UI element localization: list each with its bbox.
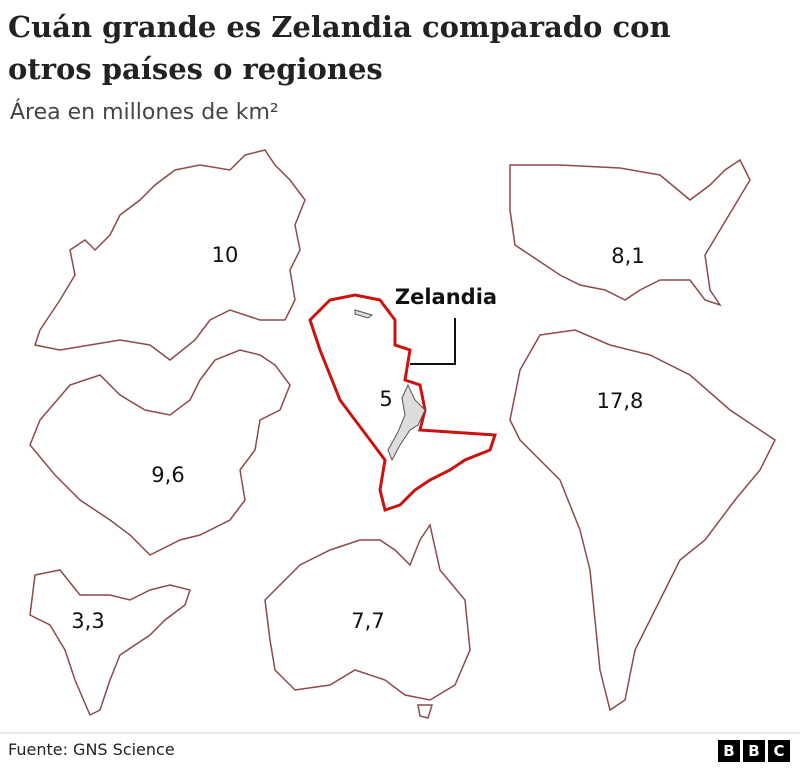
logo-letter: B [743, 740, 765, 762]
australia [264, 523, 471, 719]
area-label: 5 [379, 387, 392, 411]
india [29, 569, 191, 717]
map: Zelandia 10 8,1 5 17,8 9,6 3,3 7,7 [0, 149, 800, 734]
south-america [509, 329, 776, 712]
area-label: 10 [212, 243, 239, 267]
new-zealand [354, 309, 426, 462]
area-label: 3,3 [71, 609, 104, 633]
china [29, 349, 291, 556]
annotation: Zelandia [395, 285, 497, 309]
logo-letter: C [768, 740, 790, 762]
title: Cuán grande es Zelandia comparado con [8, 10, 671, 44]
area-label: 7,7 [351, 609, 384, 633]
area-label: 8,1 [611, 244, 644, 268]
source: Fuente: GNS Science [8, 740, 175, 759]
title: otros países o regiones [8, 52, 383, 86]
usa [509, 158, 751, 307]
europe [34, 149, 306, 361]
area-label: 17,8 [597, 389, 644, 413]
logo-letter: B [718, 740, 740, 762]
subtitle: Área en millones de km² [10, 100, 279, 125]
zelandia [308, 293, 498, 512]
area-label: 9,6 [151, 463, 184, 487]
annotation-line [410, 318, 456, 365]
